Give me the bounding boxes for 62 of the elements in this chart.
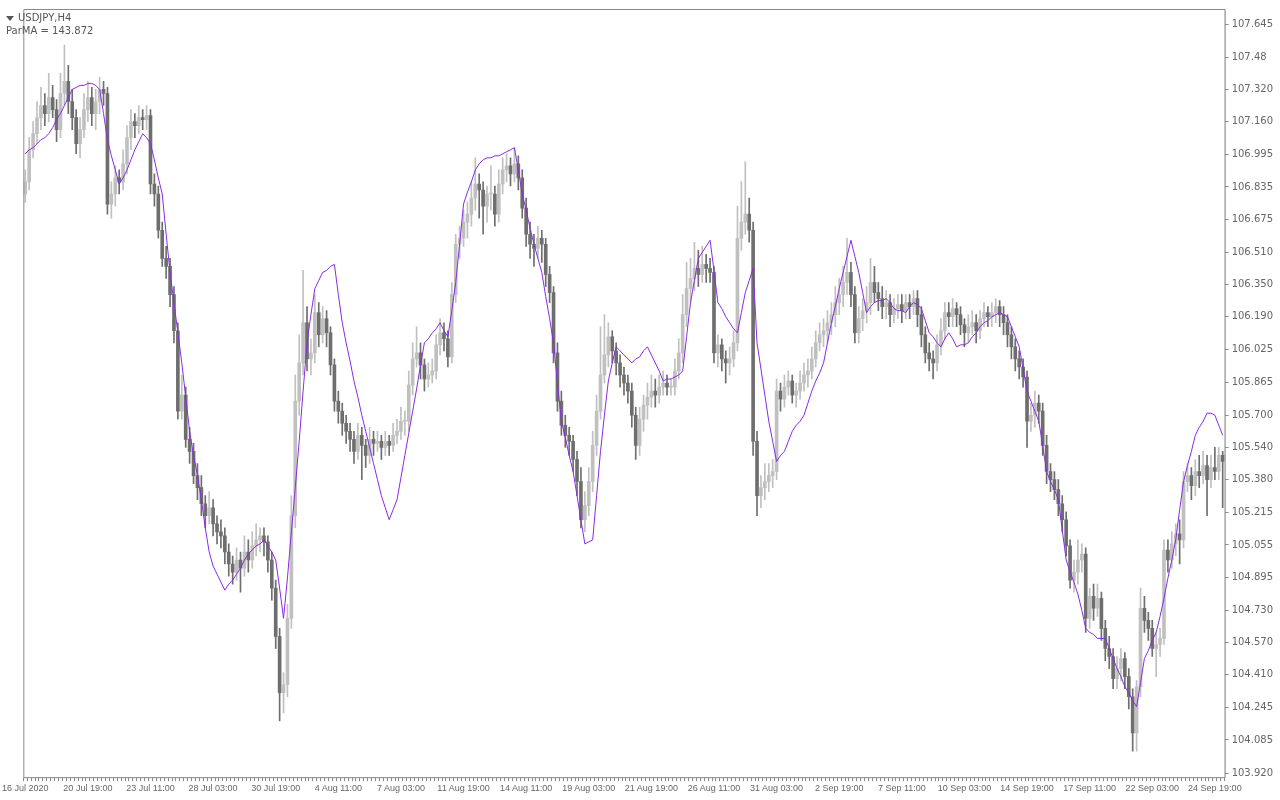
x-tick-label: 16 Jul 2020 bbox=[2, 783, 49, 794]
x-tick-label: 28 Jul 03:00 bbox=[188, 783, 238, 794]
x-tick-label: 11 Aug 19:00 bbox=[437, 783, 490, 794]
x-tick-label: 23 Jul 11:00 bbox=[126, 783, 175, 794]
x-tick-label: 20 Jul 19:00 bbox=[63, 783, 113, 794]
y-tick-label: 107.48 bbox=[1231, 50, 1267, 62]
x-tick-label: 17 Sep 11:00 bbox=[1063, 783, 1117, 794]
x-tick-label: 7 Aug 03:00 bbox=[376, 783, 425, 794]
y-tick-label: 106.995 bbox=[1231, 148, 1274, 160]
candlestick bbox=[359, 426, 364, 480]
candlestick bbox=[426, 362, 431, 388]
candlestick bbox=[1213, 447, 1217, 480]
x-tick-label: 4 Aug 11:00 bbox=[314, 783, 363, 794]
y-tick-label: 105.700 bbox=[1231, 408, 1274, 420]
y-tick-label: 105.540 bbox=[1231, 440, 1274, 452]
x-tick-label: 2 Sep 19:00 bbox=[814, 783, 864, 794]
y-tick-label: 106.510 bbox=[1231, 245, 1274, 257]
candlestick bbox=[1205, 455, 1209, 517]
y-tick-label: 107.160 bbox=[1231, 115, 1274, 127]
y-tick-label: 107.320 bbox=[1231, 83, 1274, 95]
candlestick bbox=[1197, 455, 1202, 488]
candlestick bbox=[1154, 632, 1158, 677]
x-tick-label: 19 Aug 03:00 bbox=[562, 783, 616, 794]
y-tick-label: 104.410 bbox=[1231, 668, 1274, 680]
candlestick bbox=[387, 435, 392, 456]
y-tick-label: 106.835 bbox=[1231, 180, 1274, 192]
y-tick-label: 107.645 bbox=[1231, 17, 1274, 29]
y-tick-label: 105.215 bbox=[1231, 506, 1274, 518]
candlestick bbox=[653, 378, 658, 408]
x-tick-label: 14 Aug 11:00 bbox=[499, 783, 553, 794]
candlestick bbox=[896, 294, 900, 320]
x-tick-label: 24 Sep 19:00 bbox=[1188, 783, 1242, 794]
candlestick bbox=[133, 113, 137, 139]
candlestick bbox=[258, 527, 262, 553]
candlestick bbox=[946, 302, 951, 328]
candlestick bbox=[704, 254, 708, 283]
candlestick bbox=[899, 294, 904, 324]
y-tick-label: 105.380 bbox=[1231, 473, 1274, 485]
x-tick-label: 7 Sep 11:00 bbox=[877, 783, 926, 794]
y-tick-label: 103.920 bbox=[1231, 766, 1274, 778]
x-tick-label: 31 Aug 03:00 bbox=[750, 783, 804, 794]
chart-title: USDJPY,H4 bbox=[18, 12, 72, 23]
x-tick-label: 10 Sep 03:00 bbox=[937, 783, 992, 794]
candlestick bbox=[716, 334, 720, 368]
y-tick-label: 104.895 bbox=[1231, 570, 1274, 582]
y-tick-label: 105.055 bbox=[1231, 538, 1274, 550]
x-tick-label: 30 Jul 19:00 bbox=[251, 783, 301, 794]
y-tick-label: 104.245 bbox=[1231, 701, 1274, 713]
x-tick-label: 22 Sep 03:00 bbox=[1125, 783, 1180, 794]
y-tick-label: 106.025 bbox=[1231, 343, 1274, 355]
y-tick-label: 105.865 bbox=[1231, 375, 1274, 387]
x-tick-label: 26 Aug 11:00 bbox=[687, 783, 741, 794]
annotation: ParMA = 143.872 bbox=[6, 24, 94, 37]
y-tick-label: 104.085 bbox=[1231, 733, 1274, 745]
y-tick-label: 104.730 bbox=[1231, 603, 1274, 615]
y-tick-label: 106.350 bbox=[1231, 278, 1274, 290]
y-tick-label: 106.190 bbox=[1231, 310, 1274, 322]
x-tick-label: 14 Sep 19:00 bbox=[1000, 783, 1054, 794]
y-tick-label: 104.570 bbox=[1231, 636, 1274, 648]
candlestick bbox=[884, 290, 888, 320]
y-tick-label: 106.675 bbox=[1231, 212, 1274, 224]
x-tick-label: 21 Aug 19:00 bbox=[624, 783, 678, 794]
